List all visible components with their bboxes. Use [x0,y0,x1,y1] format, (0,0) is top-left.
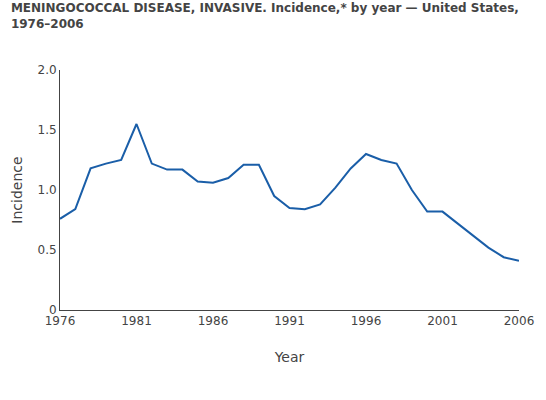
svg-text:2001: 2001 [427,314,458,328]
svg-text:2.0: 2.0 [38,63,57,77]
svg-text:1991: 1991 [274,314,305,328]
svg-text:0: 0 [49,303,57,317]
svg-text:MENINGOCOCCAL DISEASE, INVASIV: MENINGOCOCCAL DISEASE, INVASIVE. Inciden… [11,1,519,31]
svg-text:1.0: 1.0 [38,183,57,197]
svg-text:Incidence: Incidence [9,156,25,223]
svg-text:0.5: 0.5 [38,243,57,257]
svg-text:1981: 1981 [121,314,152,328]
svg-text:1996: 1996 [351,314,382,328]
svg-text:Year: Year [274,349,305,365]
svg-text:1.5: 1.5 [38,123,57,137]
svg-text:* Per 100,000 population.: * Per 100,000 population. [62,398,203,400]
svg-text:1976: 1976 [45,314,76,328]
svg-text:2006: 2006 [504,314,535,328]
svg-text:1986: 1986 [198,314,229,328]
